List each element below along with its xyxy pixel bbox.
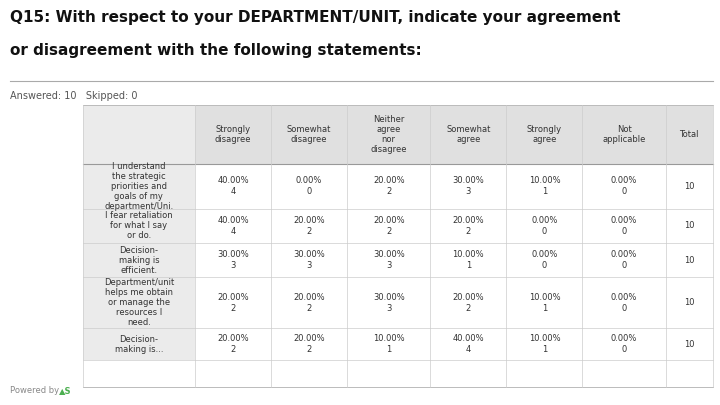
Bar (83, 328, 713, 360)
Text: Department/unit
helps me obtain
or manage the
resources I
need.: Department/unit helps me obtain or manag… (104, 278, 174, 327)
Text: ▲S: ▲S (59, 386, 71, 395)
Text: Somewhat
disagree: Somewhat disagree (287, 125, 331, 144)
Text: 30.00%
3: 30.00% 3 (293, 250, 325, 270)
Text: 30.00%
3: 30.00% 3 (373, 250, 405, 270)
Text: Strongly
agree: Strongly agree (527, 125, 562, 144)
Bar (83, 277, 713, 328)
Text: 0.00%
0: 0.00% 0 (531, 250, 557, 270)
Text: 10: 10 (684, 182, 695, 191)
Bar (83, 243, 713, 277)
Text: Strongly
disagree: Strongly disagree (215, 125, 251, 144)
Text: 0.00%
0: 0.00% 0 (611, 293, 637, 313)
Text: 40.00%
4: 40.00% 4 (453, 334, 485, 354)
Text: Decision-
making is...: Decision- making is... (114, 335, 163, 354)
Text: or disagreement with the following statements:: or disagreement with the following state… (10, 43, 422, 58)
Text: 10.00%
1: 10.00% 1 (453, 250, 485, 270)
Text: 0.00%
0: 0.00% 0 (611, 176, 637, 196)
Text: 10.00%
1: 10.00% 1 (528, 293, 560, 313)
Text: Decision-
making is
efficient.: Decision- making is efficient. (119, 246, 159, 275)
Text: 10.00%
1: 10.00% 1 (528, 176, 560, 196)
Text: Q15: With respect to your DEPARTMENT/UNIT, indicate your agreement: Q15: With respect to your DEPARTMENT/UNI… (10, 10, 621, 25)
Bar (83, 328, 195, 360)
Text: Neither
agree
nor
disagree: Neither agree nor disagree (371, 115, 407, 154)
Text: 20.00%
2: 20.00% 2 (217, 334, 249, 354)
Text: 10: 10 (684, 256, 695, 265)
Text: 20.00%
2: 20.00% 2 (293, 216, 325, 236)
Text: 30.00%
3: 30.00% 3 (217, 250, 249, 270)
Text: 10: 10 (684, 298, 695, 307)
Text: 0.00%
0: 0.00% 0 (611, 216, 637, 236)
Text: 20.00%
2: 20.00% 2 (293, 334, 325, 354)
Text: 0.00%
0: 0.00% 0 (531, 216, 557, 236)
Text: 20.00%
2: 20.00% 2 (373, 216, 405, 236)
Text: 10.00%
1: 10.00% 1 (528, 334, 560, 354)
Bar (83, 243, 195, 277)
Text: 0.00%
0: 0.00% 0 (611, 334, 637, 354)
Text: 20.00%
2: 20.00% 2 (373, 176, 405, 196)
Text: 10.00%
1: 10.00% 1 (373, 334, 405, 354)
Text: 20.00%
2: 20.00% 2 (217, 293, 249, 313)
Bar (83, 164, 713, 209)
Text: 0.00%
0: 0.00% 0 (611, 250, 637, 270)
Text: 20.00%
2: 20.00% 2 (453, 216, 485, 236)
Text: 10: 10 (684, 221, 695, 230)
Text: 30.00%
3: 30.00% 3 (453, 176, 485, 196)
Text: 30.00%
3: 30.00% 3 (373, 293, 405, 313)
Text: Answered: 10   Skipped: 0: Answered: 10 Skipped: 0 (10, 91, 138, 101)
Bar (83, 209, 713, 243)
Text: 20.00%
2: 20.00% 2 (293, 293, 325, 313)
Text: 40.00%
4: 40.00% 4 (217, 216, 249, 236)
Text: Not
applicable: Not applicable (603, 125, 646, 144)
Text: 20.00%
2: 20.00% 2 (453, 293, 485, 313)
Bar (83, 277, 195, 328)
Text: 10: 10 (684, 340, 695, 349)
Bar (83, 164, 195, 209)
Text: Powered by: Powered by (10, 386, 59, 395)
Text: Somewhat
agree: Somewhat agree (446, 125, 490, 144)
Text: Total: Total (680, 130, 699, 139)
Text: I fear retaliation
for what I say
or do.: I fear retaliation for what I say or do. (105, 211, 173, 240)
Text: 0.00%
0: 0.00% 0 (296, 176, 323, 196)
Text: I understand
the strategic
priorities and
goals of my
department/Uni.: I understand the strategic priorities an… (104, 162, 174, 211)
Bar (83, 105, 195, 164)
Bar (83, 105, 713, 164)
Bar (83, 209, 195, 243)
Text: 40.00%
4: 40.00% 4 (217, 176, 249, 196)
